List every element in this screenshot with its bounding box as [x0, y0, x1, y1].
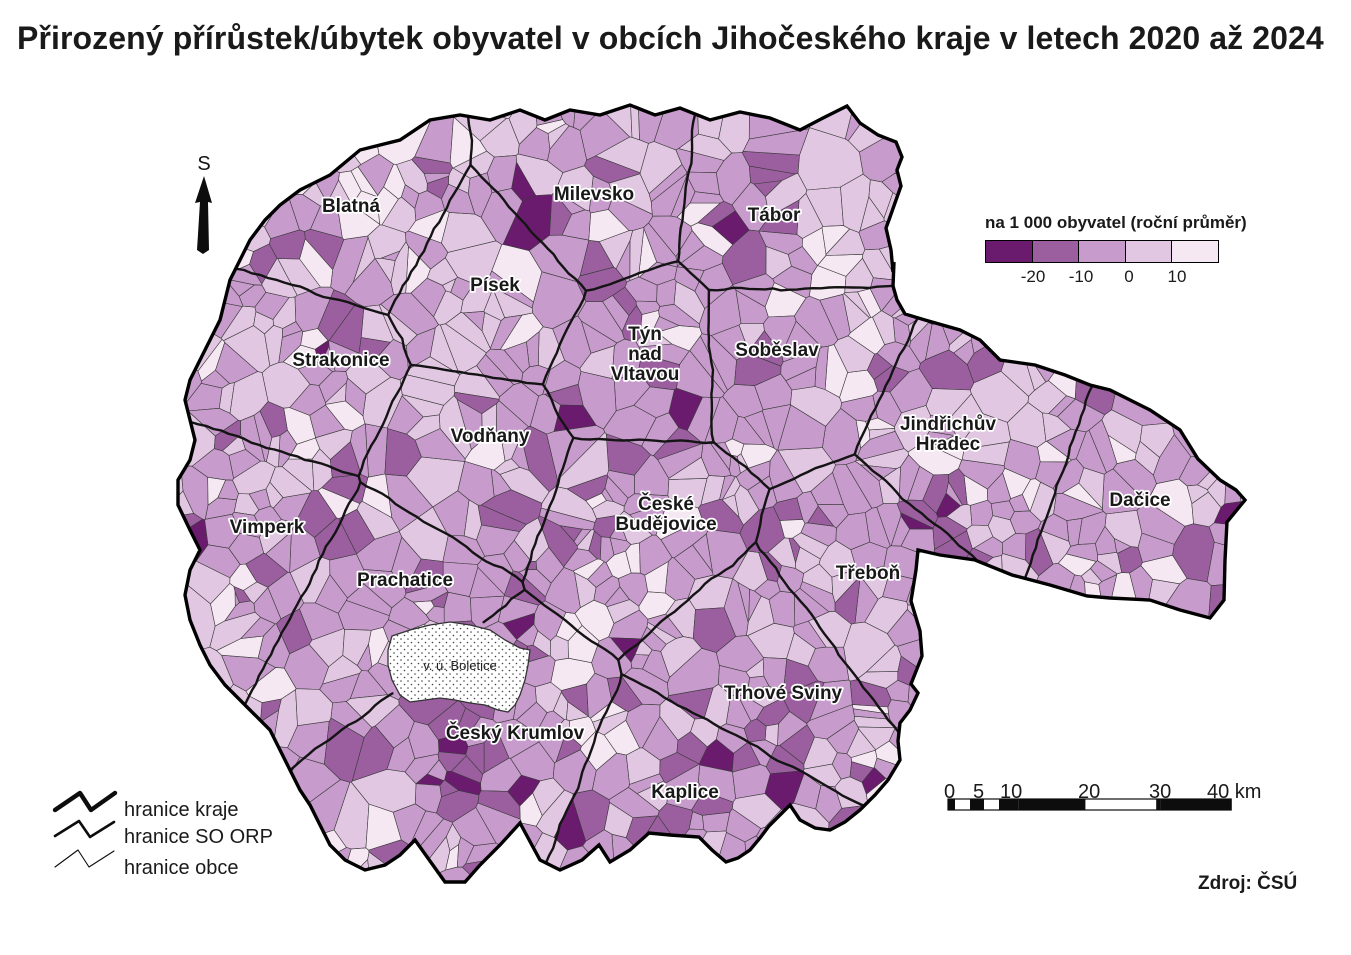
svg-text:Český Krumlov: Český Krumlov: [446, 722, 585, 744]
svg-text:Dačice: Dačice: [1109, 490, 1170, 511]
svg-text:Písek: Písek: [470, 275, 520, 296]
svg-text:Hradec: Hradec: [916, 434, 981, 455]
svg-text:Vimperk: Vimperk: [230, 517, 305, 538]
svg-text:České: České: [638, 493, 694, 515]
svg-text:Vltavou: Vltavou: [611, 364, 680, 385]
svg-text:Trhové Sviny: Trhové Sviny: [724, 683, 843, 704]
svg-text:Prachatice: Prachatice: [357, 570, 453, 591]
svg-text:Třeboň: Třeboň: [836, 563, 900, 584]
svg-text:Blatná: Blatná: [322, 196, 381, 217]
svg-text:Vodňany: Vodňany: [451, 426, 530, 447]
svg-text:Strakonice: Strakonice: [292, 350, 389, 371]
svg-text:Soběslav: Soběslav: [735, 340, 819, 361]
svg-text:Týn: Týn: [628, 324, 662, 345]
svg-text:Milevsko: Milevsko: [554, 184, 634, 205]
svg-text:Kaplice: Kaplice: [651, 782, 719, 803]
svg-text:v. ú. Boletice: v. ú. Boletice: [423, 658, 496, 673]
svg-text:nad: nad: [628, 344, 662, 365]
svg-text:Budějovice: Budějovice: [615, 514, 716, 535]
svg-text:Jindřichův: Jindřichův: [900, 414, 997, 435]
svg-text:Tábor: Tábor: [748, 205, 801, 226]
